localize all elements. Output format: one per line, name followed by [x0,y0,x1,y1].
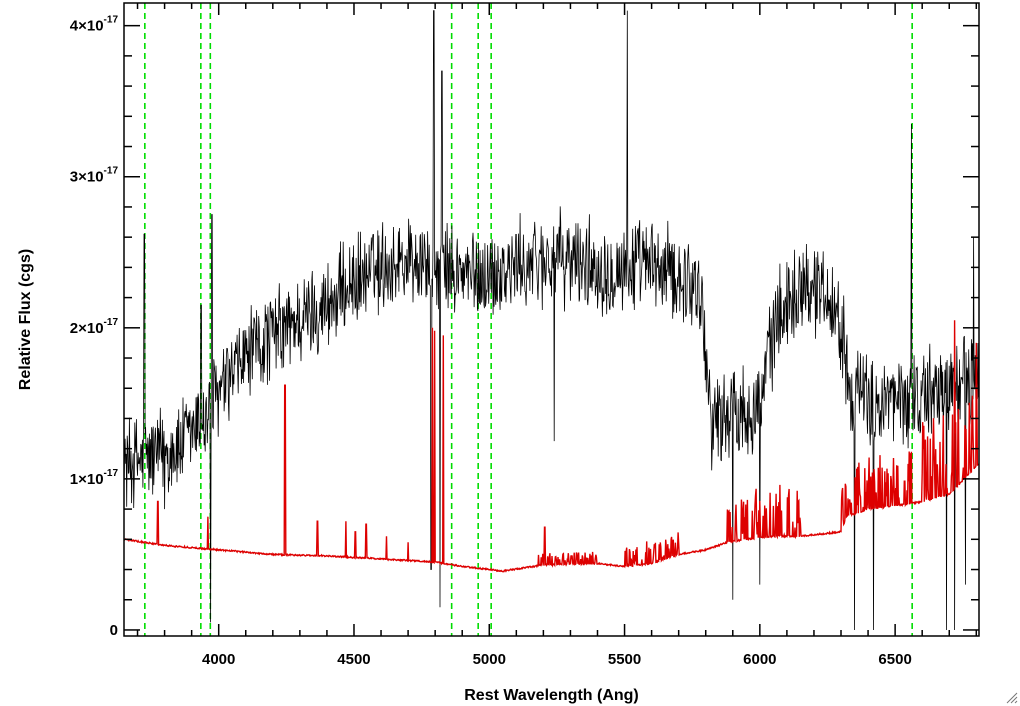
x-tick-label: 6000 [743,651,776,668]
y-tick-labels: 0 1×10-17 2×10-17 3×10-17 4×10-17 [70,15,119,639]
y-tick-label: 0 [110,622,118,639]
y-axis-label: Relative Flux (cgs) [17,249,34,390]
x-tick-label: 5000 [473,651,506,668]
resize-grip-icon[interactable] [1004,690,1018,704]
x-tick-label: 4500 [337,651,370,668]
reference-lines [144,3,913,636]
axis-ticks [124,3,979,636]
x-tick-label: 6500 [878,651,911,668]
y-tick-label: 3×10-17 [70,166,119,186]
x-axis-label: Rest Wavelength (Ang) [464,687,639,704]
x-tick-labels: 4000 4500 5000 5500 6000 6500 [202,651,912,668]
series-line-1 [123,320,980,573]
series-group [123,10,980,631]
y-tick-label: 4×10-17 [70,15,119,35]
x-tick-label: 4000 [202,651,235,668]
y-tick-label: 1×10-17 [70,468,119,488]
series-line-0 [123,10,980,631]
x-tick-label: 5500 [608,651,641,668]
plot-frame [123,2,980,637]
y-tick-label: 2×10-17 [70,317,119,337]
